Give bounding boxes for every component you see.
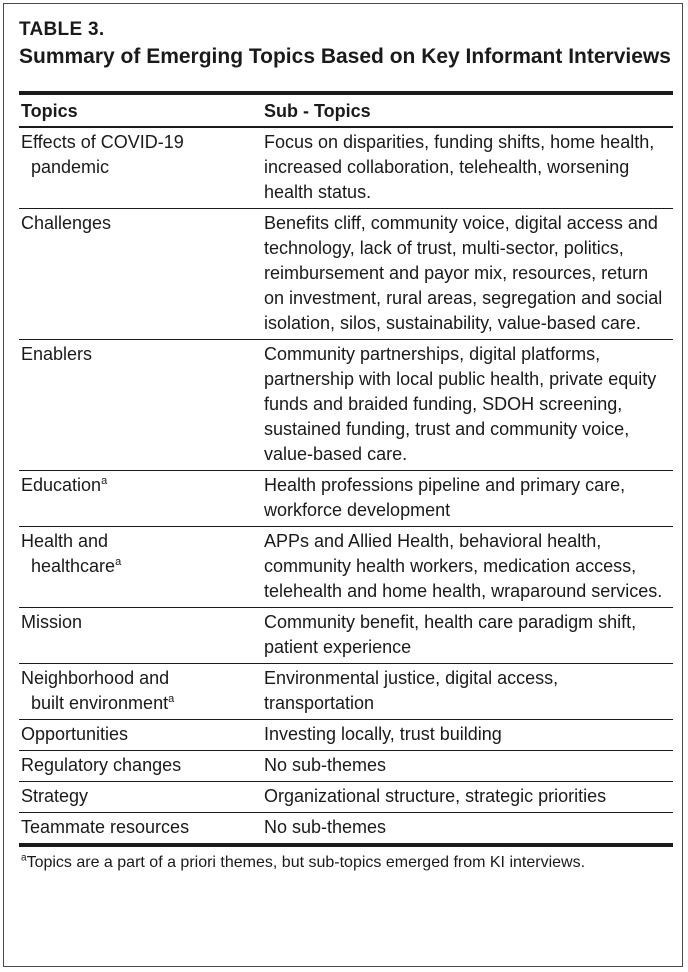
subtopics-cell: Health professions pipeline and primary … [262, 470, 673, 527]
topic-text-continued: pandemic [31, 157, 110, 177]
table-row: Strategy Organizational structure, strate… [19, 781, 673, 813]
topic-cell: Educationa [19, 470, 262, 527]
table-row: Teammate resources No sub-themes [19, 812, 673, 847]
topic-text: Regulatory changes [21, 755, 182, 775]
topic-line-1: Educationa [21, 473, 262, 498]
topic-line-1: Challenges [21, 211, 262, 236]
subtopics-cell: Environmental justice, digital access, t… [262, 663, 673, 720]
topic-cell: Challenges [19, 208, 262, 340]
topic-text: Opportunities [21, 724, 129, 744]
table-frame: TABLE 3. Summary of Emerging Topics Base… [3, 3, 683, 967]
topic-text-continued: built environment [31, 693, 169, 713]
subtopics-cell: No sub-themes [262, 812, 673, 847]
topic-line-2: built environmenta [21, 691, 262, 716]
table-row: Neighborhood and built environmenta Enviro… [19, 663, 673, 720]
subtopics-cell: Community benefit, health care paradigm … [262, 607, 673, 664]
table-row: Educationa Health professions pipeline an… [19, 470, 673, 527]
subtopics-cell: No sub-themes [262, 750, 673, 782]
topic-line-1: Strategy [21, 784, 262, 809]
topic-cell: Neighborhood and built environmenta [19, 663, 262, 720]
topic-text-continued: healthcare [31, 556, 116, 576]
subtopics-cell: Organizational structure, strategic prio… [262, 781, 673, 813]
subtopics-cell: Investing locally, trust building [262, 719, 673, 751]
table-footnote: aTopics are a part of a priori themes, b… [19, 852, 673, 873]
topic-text: Neighborhood and [21, 668, 170, 688]
topic-text: Effects of COVID-19 [21, 132, 184, 152]
topic-line-1: Enablers [21, 342, 262, 367]
table-label: TABLE 3. [19, 19, 105, 40]
table-row: Effects of COVID-19 pandemic Focus on disp… [19, 127, 673, 209]
footnote-text: Topics are a part of a priori themes, bu… [26, 854, 586, 871]
table-header-row: Topics Sub - Topics [19, 91, 673, 128]
topic-line-1: Health and [21, 529, 262, 554]
topic-text: Health and [21, 531, 109, 551]
table-title: Summary of Emerging Topics Based on Key … [19, 45, 671, 68]
topic-line-1: Effects of COVID-19 [21, 130, 262, 155]
table-row: Challenges Benefits cliff, community voic… [19, 208, 673, 340]
topic-text: Enablers [21, 344, 93, 364]
topic-cell: Effects of COVID-19 pandemic [19, 127, 262, 209]
subtopics-cell: Benefits cliff, community voice, digital… [262, 208, 673, 340]
table-row: Regulatory changes No sub-themes [19, 750, 673, 782]
topic-text: Challenges [21, 213, 112, 233]
topic-line-2: pandemic [21, 155, 262, 180]
table-container: TABLE 3. Summary of Emerging Topics Base… [19, 18, 673, 873]
subtopics-cell: Focus on disparities, funding shifts, ho… [262, 127, 673, 209]
subtopics-cell: APPs and Allied Health, behavioral healt… [262, 526, 673, 608]
topic-cell: Teammate resources [19, 812, 262, 847]
topic-line-1: Regulatory changes [21, 753, 262, 778]
topic-cell: Strategy [19, 781, 262, 813]
table-row: Enablers Community partnerships, digital … [19, 339, 673, 471]
footnote-mark: a [21, 852, 27, 864]
topic-text: Mission [21, 612, 83, 632]
topic-footnote-mark: a [168, 693, 175, 705]
topic-cell: Health and healthcarea [19, 526, 262, 608]
topics-table: Topics Sub - Topics Effects of COVID-19 p… [19, 91, 673, 847]
table-row: Mission Community benefit, health care pa… [19, 607, 673, 664]
topic-text: Strategy [21, 786, 89, 806]
topic-line-1: Neighborhood and [21, 666, 262, 691]
header-topics: Topics [19, 91, 262, 128]
table-body: Effects of COVID-19 pandemic Focus on disp… [19, 127, 673, 847]
subtopics-cell: Community partnerships, digital platform… [262, 339, 673, 471]
topic-cell: Regulatory changes [19, 750, 262, 782]
topic-footnote-mark: a [101, 475, 108, 487]
table-row: Opportunities Investing locally, trust bu… [19, 719, 673, 751]
table-row: Health and healthcarea APPs and Allied Hea… [19, 526, 673, 608]
topic-cell: Opportunities [19, 719, 262, 751]
topic-text: Education [21, 475, 102, 495]
topic-line-1: Opportunities [21, 722, 262, 747]
topic-line-1: Teammate resources [21, 815, 262, 840]
topic-line-2: healthcarea [21, 554, 262, 579]
topic-footnote-mark: a [115, 556, 122, 568]
topic-cell: Enablers [19, 339, 262, 471]
topic-line-1: Mission [21, 610, 262, 635]
header-subtopics: Sub - Topics [262, 91, 673, 128]
topic-cell: Mission [19, 607, 262, 664]
topic-text: Teammate resources [21, 817, 190, 837]
